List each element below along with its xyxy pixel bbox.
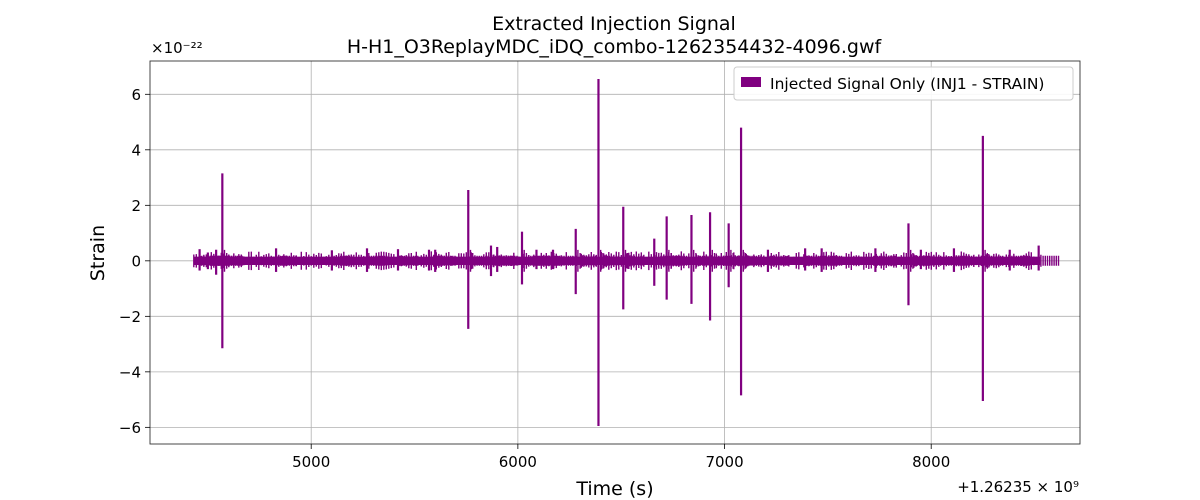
y-tick-label: 0	[131, 252, 141, 270]
x-tick-label: 7000	[705, 453, 743, 471]
signal-spike-tail	[436, 255, 456, 266]
x-axis-label: Time (s)	[575, 478, 653, 500]
injected-signal-series	[193, 79, 1060, 426]
y-tick-label: −6	[119, 419, 141, 437]
y-tick-label: 6	[131, 86, 141, 104]
legend-box	[733, 66, 1074, 101]
x-tick-label: 5000	[292, 453, 330, 471]
signal-spike-tail	[742, 249, 762, 272]
x-axis-ticks: 5000 6000 7000 8000	[292, 444, 950, 471]
signal-spike-tail	[600, 249, 619, 272]
signal-spike-tail	[922, 255, 942, 266]
signal-spike-tail	[984, 249, 1004, 272]
signal-spike-tail	[823, 255, 843, 266]
y-tick-label: 4	[131, 141, 141, 159]
plot-frame	[149, 60, 1081, 445]
signal-spike-tail	[769, 255, 789, 266]
signal-noise-band	[193, 256, 1041, 265]
signal-spike-tail	[333, 255, 353, 266]
signal-spike-tail	[368, 255, 388, 266]
signal-spike-tail	[1040, 254, 1060, 267]
signal-spike-tail	[577, 249, 597, 272]
x-tick-label: 6000	[499, 453, 537, 471]
signal-spike-tail	[554, 255, 574, 266]
chart-subtitle: H-H1_O3ReplayMDC_iDQ_combo-1262354432-40…	[347, 36, 883, 58]
legend-label: Injected Signal Only (INJ1 - STRAIN)	[770, 75, 1044, 93]
y-tick-label: −2	[119, 308, 141, 326]
y-axis-label: Strain	[87, 225, 109, 281]
legend: Injected Signal Only (INJ1 - STRAIN)	[733, 66, 1074, 101]
x-offset-label: +1.26235 × 10⁹	[957, 478, 1079, 496]
y-axis-ticks: 6 4 2 0 −2 −4 −6	[119, 86, 150, 437]
signal-spike-tail	[469, 249, 489, 272]
signal-spike-tail	[223, 249, 243, 272]
signal-spike-tail	[955, 255, 975, 266]
chart-title: Extracted Injection Signal	[492, 13, 736, 35]
signal-spike-tail	[668, 249, 688, 272]
y-scale-label: ×10⁻²²	[151, 39, 203, 57]
legend-swatch	[741, 77, 761, 87]
signal-spike-tail	[399, 255, 419, 266]
signal-spike-tail	[277, 255, 297, 266]
signal-spike-tail	[624, 249, 644, 272]
signal-spike-tail	[876, 255, 896, 266]
signal-spike-tail	[498, 255, 518, 267]
plot-area	[149, 60, 1081, 445]
y-tick-label: −4	[119, 363, 141, 381]
y-tick-label: 2	[131, 197, 141, 215]
signal-spike-tail	[1011, 255, 1031, 266]
x-tick-label: 8000	[912, 453, 950, 471]
